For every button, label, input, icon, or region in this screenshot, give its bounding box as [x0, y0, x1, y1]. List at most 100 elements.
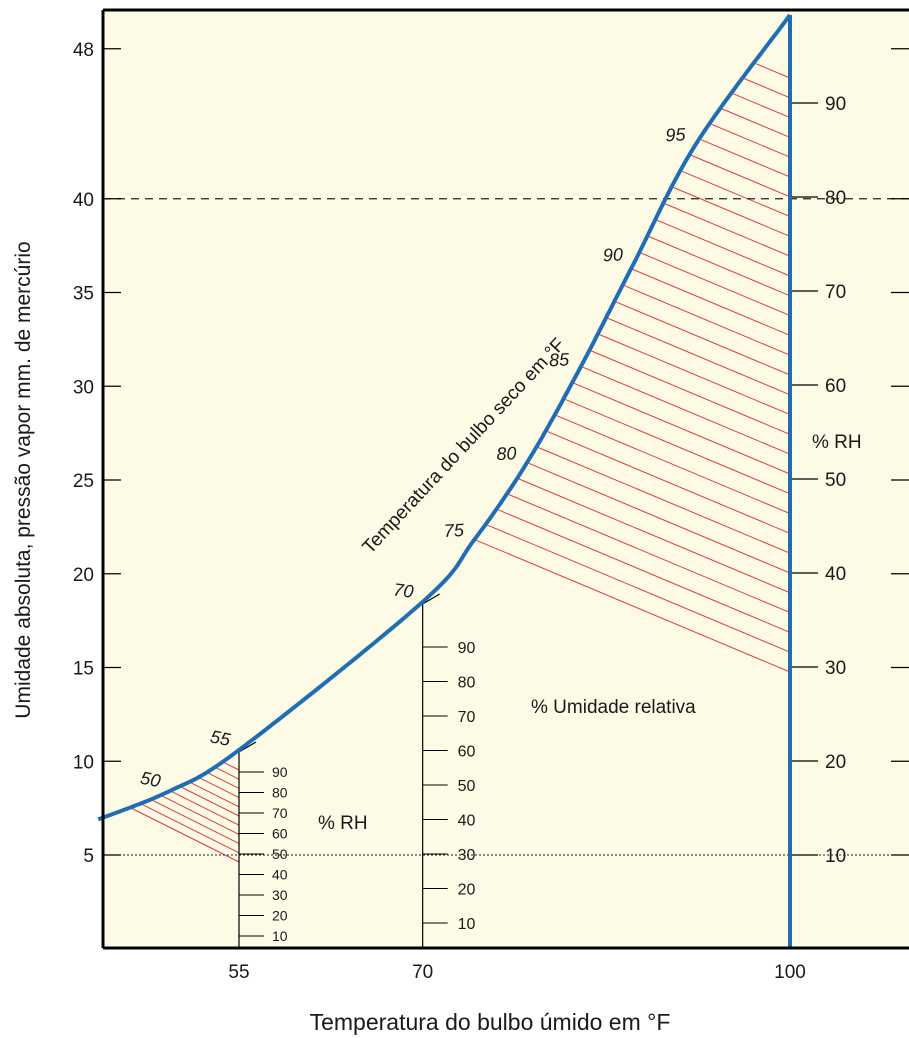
dry-bulb-tick-label: 95 — [665, 124, 687, 145]
x-tick-label: 100 — [774, 962, 806, 983]
hatch-line — [495, 508, 791, 633]
rh-tick-label: 90 — [272, 764, 288, 780]
rh-tick-label: 10 — [272, 928, 288, 944]
dry-bulb-tick-label: 70 — [392, 580, 414, 602]
dry-bulb-tick-label: 90 — [602, 244, 623, 265]
hatch-line — [516, 477, 791, 594]
y-tick-label: 15 — [73, 659, 94, 680]
rh-tick-label: 20 — [458, 882, 476, 899]
dry-bulb-tick-label: 85 — [549, 349, 571, 370]
rh-tick-label: 80 — [458, 675, 476, 692]
hatch-line — [545, 430, 791, 534]
hatch-line — [149, 798, 240, 845]
hatch-line — [221, 761, 240, 771]
rh-tick-label: 10 — [458, 916, 476, 933]
hatch-line — [688, 153, 791, 198]
plot-area — [103, 10, 909, 948]
hatch-layer — [128, 62, 791, 863]
rh-tick-label: 40 — [272, 867, 288, 883]
rh-tick-label: 50 — [272, 846, 288, 862]
x-axis-label: Temperatura do bulbo úmido em °F — [310, 1009, 671, 1035]
rh-tick-label: 80 — [825, 188, 846, 209]
rh-tick-label: 50 — [458, 778, 476, 795]
rh-tick-label: 70 — [272, 805, 288, 821]
hatch-line — [580, 365, 791, 455]
hatch-line — [571, 381, 791, 475]
hatch-line — [605, 317, 791, 396]
hatch-line — [473, 538, 791, 673]
dry-bulb-curve — [97, 13, 792, 822]
rh-tick-label: 70 — [458, 709, 476, 726]
hatch-line — [654, 218, 791, 277]
hatch-line — [563, 398, 791, 495]
hatch-line — [622, 284, 791, 356]
y-tick-label: 10 — [73, 752, 94, 773]
hatch-line — [646, 235, 791, 297]
hatch-line — [719, 107, 791, 138]
hatch-line — [588, 349, 791, 435]
hatch-line — [526, 461, 791, 574]
hatch-line — [662, 202, 791, 257]
rh-tick-label: 30 — [458, 847, 476, 864]
rh-scale-55: 10 20 30 40 50 60 70 80 90 % RH — [238, 741, 368, 948]
y-tick-label: 25 — [73, 471, 94, 492]
rh-tick-label: 40 — [825, 564, 846, 585]
dry-bulb-tick-label: 50 — [139, 768, 162, 791]
hatch-line — [671, 186, 791, 237]
hatch-line — [630, 268, 791, 336]
hatch-line — [613, 300, 791, 376]
rh-tick-label: 60 — [825, 376, 846, 397]
hatch-line — [741, 77, 791, 99]
hatch-line — [708, 122, 791, 158]
rh-scales: 10 20 30 40 50 60 70 80 90 % RH 10 20 30 40 50 60 70 80 90… — [238, 94, 862, 948]
hatch-line — [638, 251, 791, 317]
rh-scale-100: 10 20 30 40 50 60 70 80 90 % RH — [790, 94, 862, 867]
rh-tick-label: 30 — [825, 658, 846, 679]
y-tick-label: 35 — [73, 284, 94, 305]
rh-tick-label: 50 — [825, 470, 846, 491]
rh-tick-label: 70 — [825, 282, 846, 303]
rh-tick-label: 10 — [825, 846, 846, 867]
rh-tick-label: 90 — [825, 94, 846, 115]
rh-tick-label: 30 — [272, 887, 288, 903]
rh-tick-label: 20 — [825, 752, 846, 773]
rh-tick-label: 60 — [272, 826, 288, 842]
hatch-line — [597, 333, 791, 416]
hatch-line — [168, 789, 240, 826]
y-tick-label: 48 — [73, 40, 94, 61]
hatch-line — [698, 138, 791, 178]
hatch-line — [536, 446, 791, 554]
hatch-line — [205, 771, 240, 789]
hatch-line — [159, 794, 240, 835]
dry-bulb-curve-group: 50 55 70 75 80 85 90 95 — [97, 13, 792, 948]
rh-scale-cap — [422, 593, 440, 605]
y-tick-label: 5 — [83, 846, 94, 867]
hatch-line — [139, 802, 240, 854]
hatch-line — [753, 62, 791, 79]
dry-bulb-tick-label: 80 — [496, 443, 517, 464]
rh-tick-label: 60 — [458, 744, 476, 761]
hatch-line — [484, 523, 791, 653]
rh-tick-label: 80 — [272, 785, 288, 801]
axes: 5 10 15 20 25 30 35 40 48 55 70 100 — [73, 8, 909, 983]
rh-scale-label: % RH — [812, 432, 862, 453]
x-tick-label: 70 — [412, 962, 433, 983]
rh-tick-label: 20 — [272, 908, 288, 924]
rh-scale-label: % Umidade relativa — [531, 697, 696, 718]
dry-bulb-tick-label: 75 — [443, 520, 465, 541]
y-tick-label: 40 — [73, 190, 94, 211]
hatch-line — [213, 766, 240, 780]
rh-tick-label: 90 — [458, 640, 476, 657]
rh-scale-label: % RH — [318, 813, 368, 834]
hatch-line — [730, 92, 791, 119]
x-tick-label: 55 — [228, 962, 249, 983]
y-tick-label: 30 — [73, 377, 94, 398]
y-tick-label: 20 — [73, 565, 94, 586]
hatch-line — [188, 781, 240, 808]
hatch-line — [679, 169, 791, 218]
dry-bulb-tick-label: 55 — [209, 726, 233, 750]
hatch-line — [554, 414, 791, 515]
hatch-line — [128, 806, 240, 863]
hatch-line — [178, 785, 240, 817]
